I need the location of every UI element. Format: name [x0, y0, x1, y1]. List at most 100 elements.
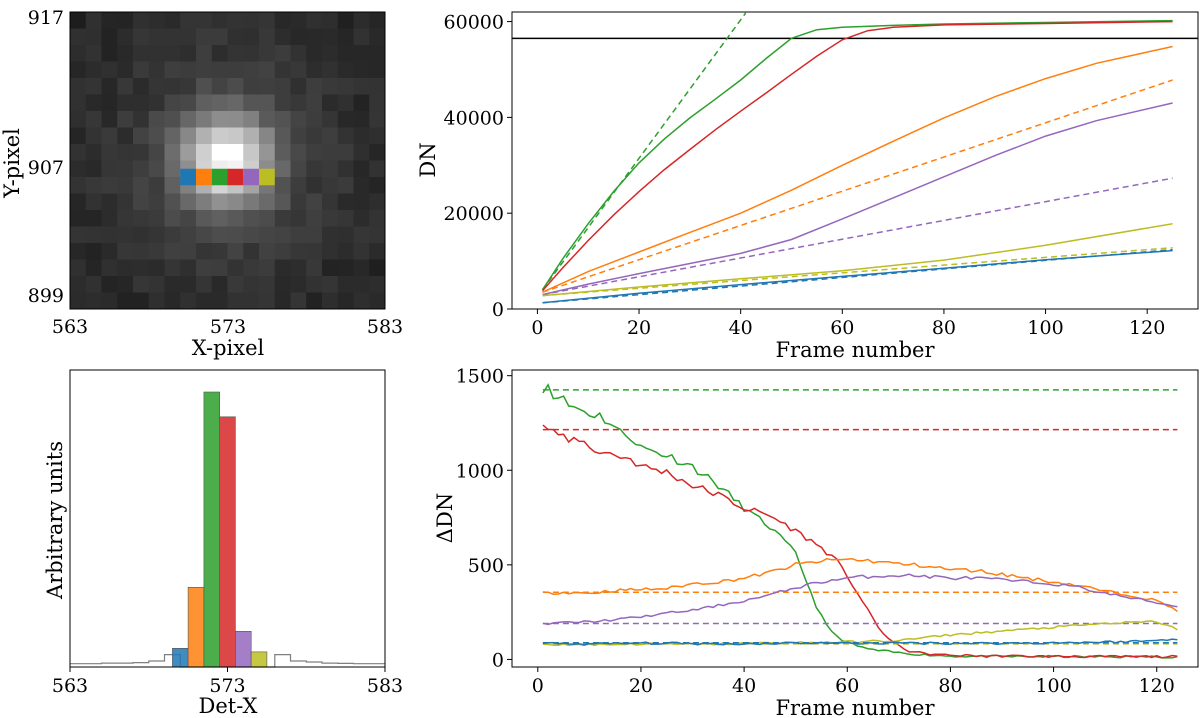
x-tick-label: 573: [210, 316, 246, 338]
image-pixel: [117, 259, 134, 277]
series-line: [542, 620, 1178, 647]
image-pixel: [164, 61, 181, 79]
image-pixel: [164, 144, 181, 161]
x-tick-label: 80: [932, 317, 956, 339]
image-pixel: [180, 61, 197, 79]
x-axis-label: Frame number: [775, 696, 935, 718]
image-pixel: [101, 144, 118, 161]
y-tick-label: 907: [28, 157, 64, 179]
ramp-axes: 0 20 40 60 80 100 120 0 20000 40000 60000: [444, 12, 1166, 339]
image-pixel: [290, 111, 307, 128]
image-pixel: [148, 276, 165, 293]
image-pixel: [274, 45, 291, 62]
image-pixel: [85, 210, 102, 227]
ramp-series: [512, 12, 1198, 304]
image-pixel: [148, 193, 165, 211]
image-pixel: [211, 111, 228, 128]
image-pixel: [133, 28, 150, 46]
x-tick-label: 40: [732, 675, 756, 697]
y-tick-label: 0: [492, 649, 504, 671]
fit-line: [542, 246, 1173, 297]
image-pixel: [164, 226, 181, 244]
image-pixel: [369, 177, 386, 194]
image-pixel: [70, 276, 87, 293]
image-pixel: [180, 12, 197, 29]
image-pixel: [274, 78, 291, 95]
x-axis-label: X-pixel: [192, 336, 265, 360]
image-pixel: [353, 127, 370, 145]
image-pixel: [306, 78, 323, 95]
y-tick-label: 1000: [456, 460, 504, 482]
image-pixel: [290, 94, 307, 112]
image-pixel: [117, 210, 134, 227]
image-pixel: [337, 193, 354, 211]
image-pixel: [148, 12, 165, 29]
image-pixel: [337, 226, 354, 244]
image-pixel: [101, 78, 118, 95]
image-pixel: [353, 259, 370, 277]
x-axis-label: Det-X: [198, 694, 257, 718]
image-pixel: [133, 276, 150, 293]
image-pixel: [101, 259, 118, 277]
x-tick-label: 100: [1035, 675, 1071, 697]
image-pixel: [322, 276, 339, 293]
image-pixel: [101, 243, 118, 260]
profile-bar: [203, 391, 220, 668]
x-tick-label: 80: [938, 675, 962, 697]
image-pixel: [322, 61, 339, 79]
image-pixel: [70, 12, 87, 29]
image-pixel: [306, 193, 323, 211]
image-pixel: [259, 94, 276, 112]
image-pixel: [337, 276, 354, 293]
image-pixel: [180, 111, 197, 128]
image-pixel: [259, 243, 276, 260]
image-pixel: [322, 259, 339, 277]
image-pixel: [353, 28, 370, 46]
image-pixel: [290, 28, 307, 46]
image-pixel: [211, 210, 228, 227]
image-pixel: [322, 243, 339, 260]
image-pixel: [337, 259, 354, 277]
image-pixel: [101, 111, 118, 128]
image-pixel: [164, 210, 181, 227]
image-pixel: [117, 276, 134, 293]
image-pixel: [322, 127, 339, 145]
ramp-panel: 0 20 40 60 80 100 120 0 20000 40000 60000 Frame nu…: [416, 11, 1199, 362]
image-pixel: [274, 111, 291, 128]
image-pixel: [227, 94, 244, 112]
image-pixel: [211, 45, 228, 62]
x-tick-label: 40: [729, 317, 753, 339]
image-pixel: [369, 193, 386, 211]
image-pixel: [101, 160, 118, 178]
image-pixel: [85, 45, 102, 62]
image-pixel: [274, 28, 291, 46]
image-pixel: [164, 45, 181, 62]
image-pixel: [259, 111, 276, 128]
image-pixel: [227, 78, 244, 95]
image-pixel: [85, 12, 102, 29]
image-pixel: [306, 111, 323, 128]
image-pixel: [243, 259, 260, 277]
image-pixel: [259, 276, 276, 293]
image-pixel: [101, 177, 118, 194]
y-tick-label: 0: [492, 299, 504, 321]
image-pixel: [227, 193, 244, 211]
image-pixel: [133, 94, 150, 112]
image-pixel: [196, 259, 213, 277]
image-pixel: [133, 127, 150, 145]
image-pixel: [274, 292, 291, 310]
image-pixel: [337, 243, 354, 260]
image-pixel: [243, 144, 260, 161]
image-pixel: [117, 94, 134, 112]
image-pixel: [148, 226, 165, 244]
image-pixel: [353, 144, 370, 161]
image-pixel: [133, 210, 150, 227]
image-pixel: [259, 78, 276, 95]
image-pixel: [290, 259, 307, 277]
image-pixel: [196, 276, 213, 293]
image-pixel: [196, 127, 213, 145]
image-pixel: [133, 12, 150, 29]
image-pixel: [196, 226, 213, 244]
profile-panel: 563 573 583 Det-X Arbitrary units: [43, 369, 403, 718]
image-pixel: [227, 210, 244, 227]
